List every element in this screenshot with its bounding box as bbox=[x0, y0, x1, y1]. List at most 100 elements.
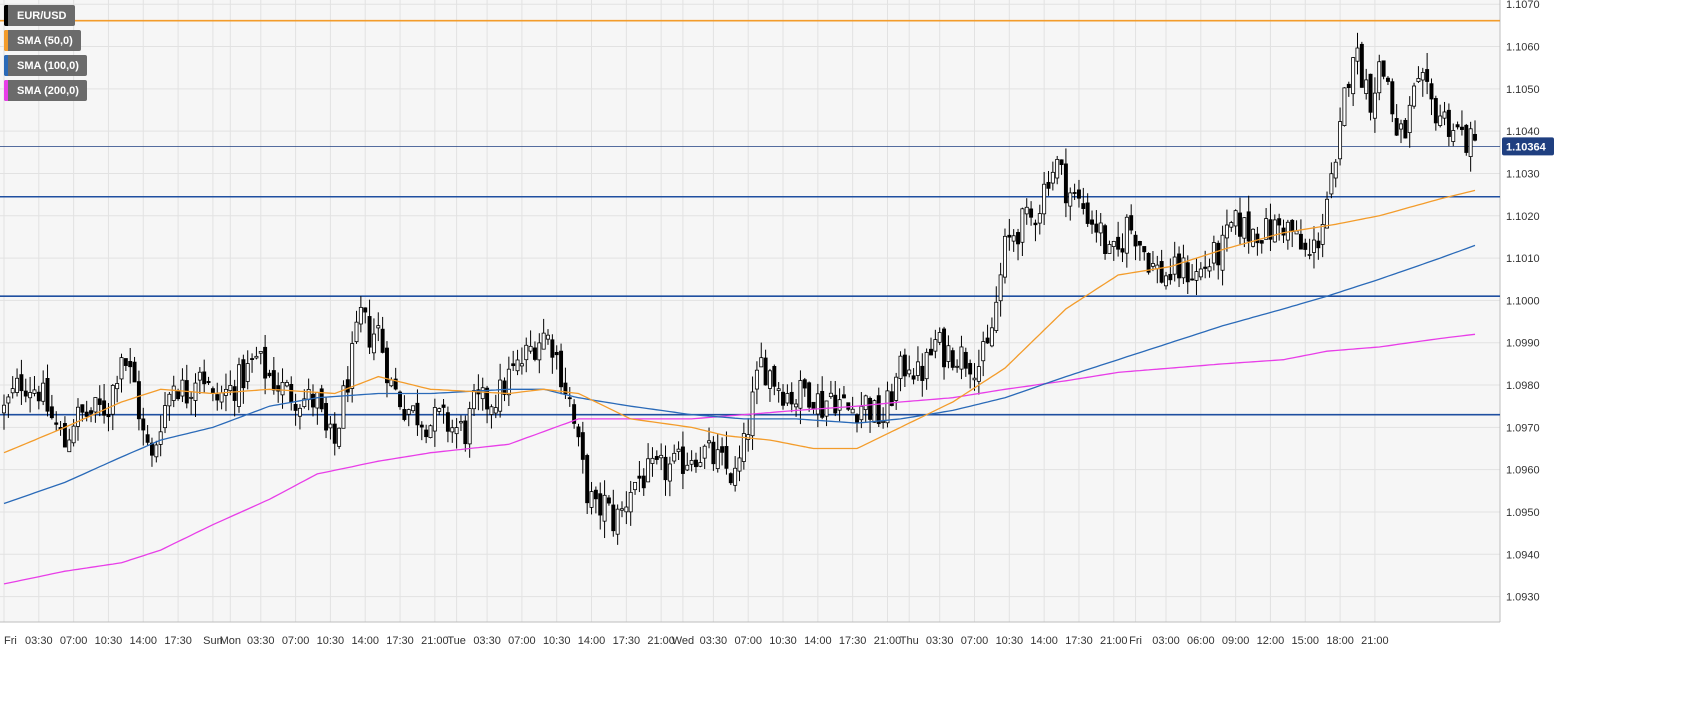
candle bbox=[646, 443, 651, 483]
candle bbox=[698, 446, 703, 468]
candle bbox=[237, 357, 241, 413]
candle-body bbox=[1473, 133, 1477, 141]
candle-body bbox=[324, 403, 329, 431]
x-tick-label: Mon bbox=[220, 635, 241, 647]
candle-body bbox=[868, 397, 873, 420]
candle-body bbox=[641, 475, 646, 489]
candle bbox=[519, 347, 524, 375]
x-tick-label: 15:00 bbox=[1292, 635, 1320, 647]
candle bbox=[1325, 191, 1329, 229]
candle-body bbox=[1164, 275, 1168, 287]
candle-body bbox=[724, 446, 729, 469]
candle bbox=[158, 415, 163, 457]
candle bbox=[955, 359, 960, 373]
candle bbox=[1459, 110, 1464, 136]
candle-body bbox=[811, 401, 816, 409]
candle bbox=[1020, 207, 1025, 257]
legend-item-sma100[interactable]: SMA (100,0) bbox=[4, 55, 87, 76]
candle-body bbox=[850, 408, 855, 414]
candle-body bbox=[876, 395, 881, 425]
candle bbox=[972, 363, 977, 391]
candle-body bbox=[437, 408, 442, 412]
candle-body bbox=[1137, 240, 1142, 246]
candle-body bbox=[989, 327, 994, 347]
candle bbox=[789, 382, 794, 413]
candle bbox=[189, 391, 194, 415]
x-tick-label: 17:30 bbox=[613, 635, 641, 647]
candle bbox=[1085, 193, 1090, 227]
candle-body bbox=[432, 407, 437, 432]
candle bbox=[580, 421, 585, 474]
candle-body bbox=[1059, 159, 1064, 166]
candle bbox=[341, 380, 346, 429]
candle bbox=[715, 434, 720, 473]
legend-item-symbol[interactable]: EUR/USD bbox=[4, 5, 75, 26]
candle-body bbox=[1394, 118, 1399, 136]
legend-swatch-sma100 bbox=[4, 55, 8, 76]
candle bbox=[515, 349, 520, 376]
candle-body bbox=[358, 306, 363, 325]
candle bbox=[1429, 78, 1434, 116]
candle-body bbox=[245, 363, 250, 382]
x-tick-label: 03:30 bbox=[473, 635, 501, 647]
candle bbox=[968, 359, 973, 389]
candle bbox=[1107, 240, 1112, 254]
candle bbox=[672, 444, 677, 464]
candle-body bbox=[515, 359, 520, 372]
candle bbox=[6, 394, 11, 418]
candle-body bbox=[84, 411, 89, 417]
candle bbox=[1081, 187, 1086, 215]
candle bbox=[1464, 123, 1469, 156]
candle bbox=[258, 350, 263, 365]
candle-body bbox=[45, 378, 50, 412]
candle bbox=[141, 407, 146, 446]
candle bbox=[776, 382, 781, 403]
x-tick-label: 10:30 bbox=[317, 635, 345, 647]
candle-body bbox=[741, 433, 746, 462]
candle-body bbox=[167, 393, 172, 407]
candle-body bbox=[128, 361, 133, 368]
candle-body bbox=[937, 332, 942, 343]
candle bbox=[611, 489, 616, 537]
candle bbox=[167, 391, 172, 421]
candle-body bbox=[563, 382, 568, 395]
candle-body bbox=[532, 347, 537, 360]
candle-body bbox=[772, 366, 777, 387]
candle bbox=[54, 411, 59, 432]
candle-body bbox=[746, 434, 751, 440]
candle-body bbox=[1272, 219, 1277, 243]
candle-body bbox=[1381, 60, 1386, 77]
candle-body bbox=[972, 377, 977, 381]
candle-body bbox=[1416, 78, 1421, 82]
candle-body bbox=[1290, 219, 1295, 232]
candle-body bbox=[380, 328, 385, 353]
candle bbox=[163, 392, 167, 434]
candle bbox=[924, 348, 929, 390]
candle-body bbox=[1055, 159, 1060, 179]
candle-body bbox=[1142, 246, 1147, 253]
candle-body bbox=[171, 385, 176, 401]
candle-body bbox=[1355, 47, 1360, 62]
candle-body bbox=[650, 457, 655, 464]
legend-item-sma200[interactable]: SMA (200,0) bbox=[4, 80, 87, 101]
candle-body bbox=[767, 370, 772, 389]
x-tick-label: Fri bbox=[4, 635, 17, 647]
candle bbox=[1090, 210, 1094, 234]
candle-body bbox=[306, 388, 311, 401]
candle-body bbox=[424, 429, 429, 438]
x-tick-label: 07:00 bbox=[60, 635, 88, 647]
candle-body bbox=[93, 397, 98, 413]
candle bbox=[415, 389, 420, 436]
legend-item-sma50[interactable]: SMA (50,0) bbox=[4, 30, 81, 51]
candle bbox=[1103, 223, 1108, 260]
candle-body bbox=[189, 396, 194, 399]
candle-body bbox=[1255, 233, 1260, 244]
candle bbox=[572, 399, 577, 429]
candle-body bbox=[1246, 211, 1251, 242]
candle bbox=[1446, 103, 1451, 147]
candle bbox=[937, 327, 942, 346]
candle bbox=[28, 376, 33, 413]
candle bbox=[841, 386, 846, 399]
x-tick-label: Fri bbox=[1129, 635, 1142, 647]
